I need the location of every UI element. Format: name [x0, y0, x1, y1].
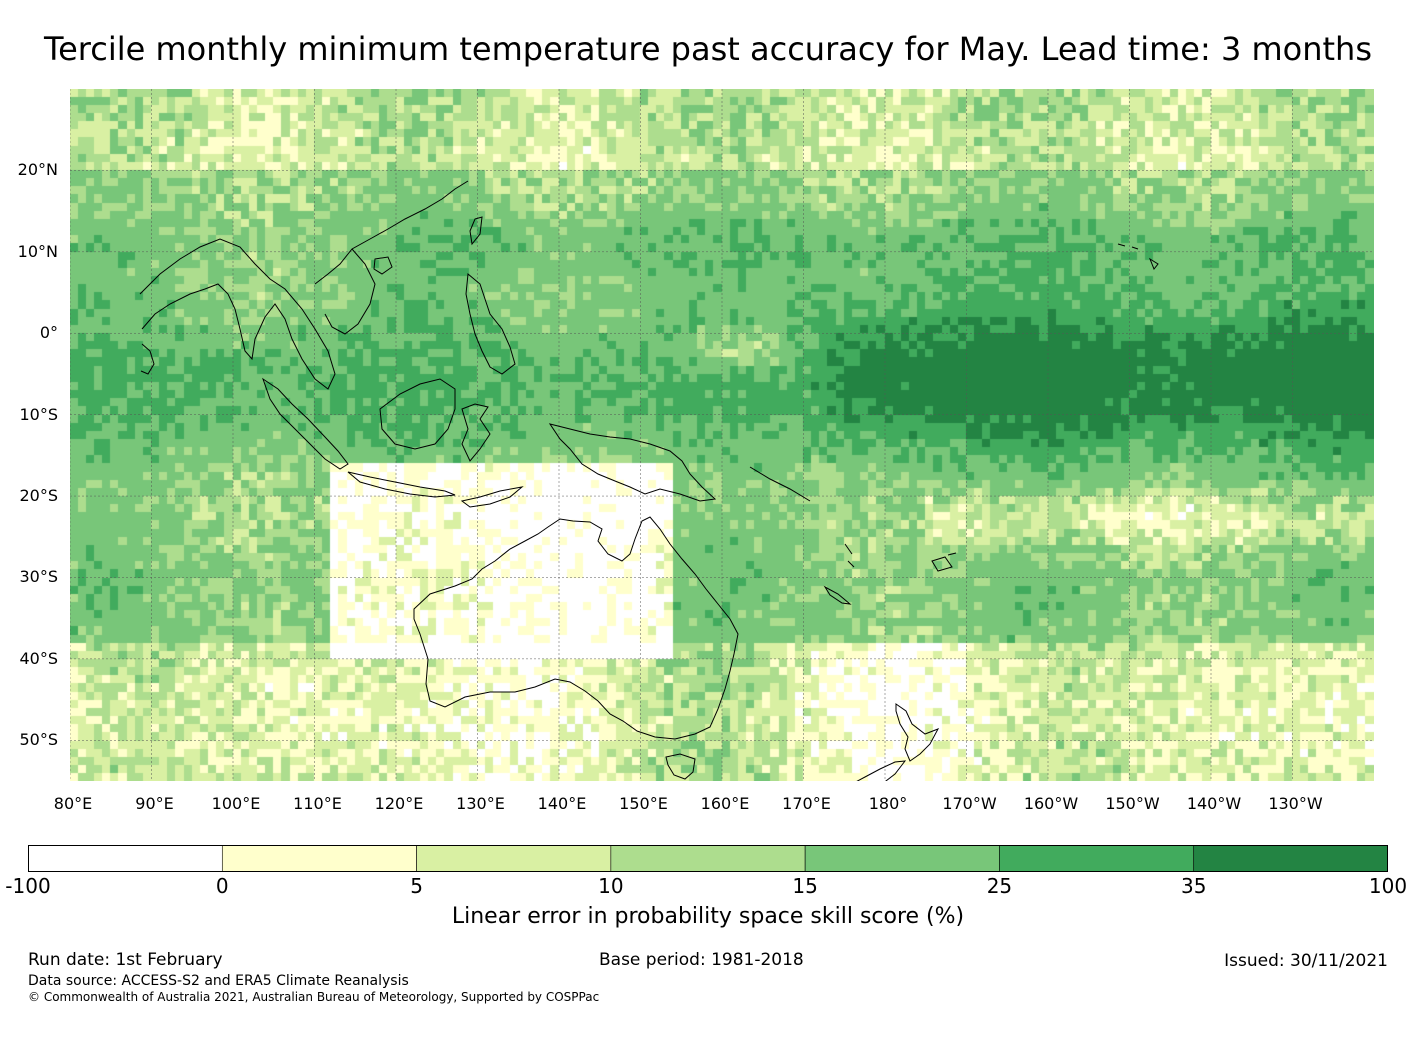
latitude-label: 10°N [17, 241, 58, 261]
colorbar-segment [1193, 845, 1388, 872]
longitude-label: 80°E [53, 794, 93, 813]
colorbar-tick: 100 [1368, 874, 1408, 898]
colorbar-segment [28, 845, 223, 872]
timor-coastline [460, 486, 524, 508]
fiji-coastline [931, 552, 957, 572]
latitude-label: 0° [39, 323, 58, 343]
vanuatu-coastline [844, 543, 855, 568]
longitude-label: 120°E [374, 794, 424, 813]
longitude-label: 150°E [619, 794, 668, 813]
longitude-label: 140°W [1186, 794, 1242, 813]
map-title: Tercile monthly minimum temperature past… [43, 30, 1372, 68]
indochina-coastline [314, 180, 469, 335]
colorbar-tick: 5 [410, 874, 423, 898]
latitude-label: 20°S [19, 486, 58, 506]
new-zealand-north-coastline [895, 703, 940, 762]
longitude-label: 160°W [1023, 794, 1079, 813]
colorbar-segment [610, 845, 806, 872]
colorbar-tick: 35 [1180, 874, 1207, 898]
longitude-label: 130°W [1268, 794, 1323, 813]
graticule [70, 89, 1374, 781]
longitude-label: 170°E [782, 794, 831, 813]
new-caledonia-coastline [823, 585, 852, 605]
sulawesi-coastline [461, 403, 491, 462]
colorbar-segment [804, 845, 1000, 872]
coastlines [139, 180, 1159, 781]
australia-coastline [413, 516, 739, 740]
colorbar-tick: 10 [598, 874, 624, 898]
latitude-label: 20°N [17, 160, 58, 180]
colorbar-tick: 0 [215, 874, 229, 898]
colorbar [28, 845, 1388, 872]
longitude-label: 140°E [537, 794, 587, 813]
taiwan-coastline [469, 216, 483, 246]
solomon-islands-coastline [749, 466, 811, 502]
colorbar-segment [416, 845, 612, 872]
skill-score-map [70, 89, 1374, 781]
colorbar-tick: 25 [986, 874, 1013, 898]
colorbar-segment [221, 845, 417, 872]
new-zealand-south-coastline [856, 760, 907, 781]
colorbar-outline [28, 845, 1388, 872]
colorbar-segment [999, 845, 1195, 872]
run-date: Run date: 1st February [28, 950, 223, 970]
tasmania-coastline [665, 753, 696, 780]
longitude-label: 100°E [211, 794, 261, 813]
hainan-coastline [373, 256, 393, 275]
sumatra-coastline [262, 377, 349, 470]
colorbar-label: Linear error in probability space skill … [451, 904, 965, 929]
longitude-label: 180° [868, 794, 908, 813]
latitude-label: 40°S [19, 648, 58, 668]
colorbar-tick: 15 [792, 874, 818, 898]
longitude-label: 150°W [1105, 794, 1160, 813]
latitude-label: 50°S [19, 730, 58, 750]
longitude-label: 130°E [456, 794, 505, 813]
longitude-label: 90°E [135, 794, 174, 813]
longitude-label: 170°W [942, 794, 997, 813]
hawaii-coastline [1117, 243, 1159, 270]
map-overlay [70, 89, 1374, 781]
southeast-asia-coastline [139, 238, 336, 390]
philippines-coastline [465, 273, 516, 375]
data-source: Data source: ACCESS-S2 and ERA5 Climate … [28, 973, 409, 989]
new-guinea-coastline [548, 423, 717, 502]
borneo-coastline [379, 378, 456, 450]
base-period: Base period: 1981-2018 [599, 950, 804, 970]
issued-date: Issued: 30/11/2021 [1224, 951, 1388, 971]
copyright: © Commonwealth of Australia 2021, Austra… [28, 990, 600, 1004]
longitude-label: 110°E [293, 794, 342, 813]
sri-lanka-coastline [140, 343, 155, 375]
colorbar-tick: -100 [5, 874, 51, 898]
java-coastline [347, 471, 456, 498]
longitude-label: 160°E [700, 794, 750, 813]
latitude-label: 30°S [19, 567, 58, 587]
latitude-label: 10°S [19, 404, 58, 424]
